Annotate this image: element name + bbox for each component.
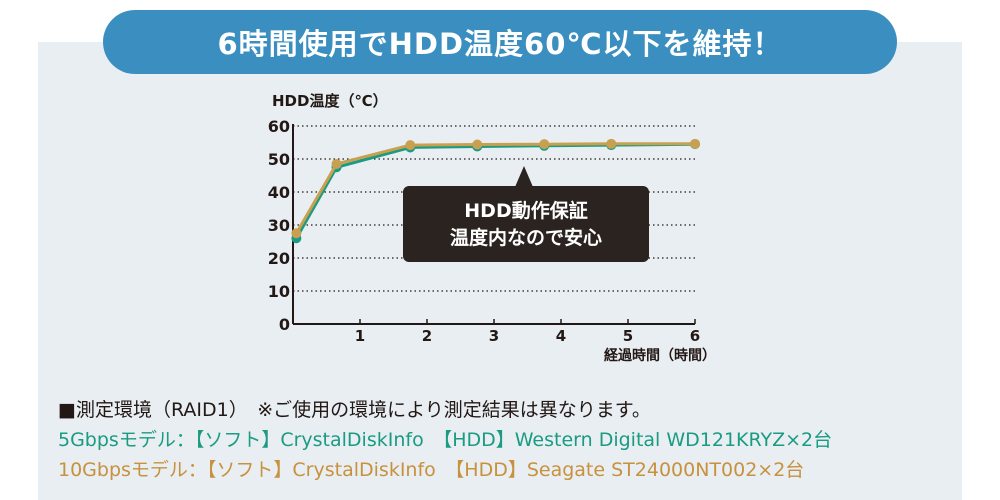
model-10gbps-note: 10Gbpsモデル：【ソフト】CrystalDiskInfo 【HDD】Seag… [58, 459, 805, 481]
y-tick-label: 20 [268, 249, 290, 268]
x-tick-label: 1 [355, 327, 365, 345]
assurance-callout: HDD動作保証 温度内なので安心 [403, 186, 649, 262]
data-point-2 [690, 138, 700, 149]
x-tick-labels: 1 2 3 4 5 6 [355, 327, 700, 345]
y-tick-label: 50 [268, 150, 290, 169]
axes [292, 124, 696, 325]
y-tick-label: 30 [268, 216, 290, 235]
headline-text: 6時間使用でHDD温度60℃以下を維持！ [217, 27, 783, 61]
callout-pointer [515, 166, 533, 187]
y-tick-label: 60 [268, 117, 290, 136]
data-point-2 [331, 158, 342, 169]
headline-banner: 6時間使用でHDD温度60℃以下を維持！ [103, 10, 897, 74]
data-point-2 [606, 138, 617, 149]
y-tick-label: 40 [268, 183, 290, 202]
x-tick-label: 4 [556, 327, 566, 345]
data-point-2 [291, 228, 302, 239]
x-tick-label: 6 [690, 327, 700, 345]
model-5gbps-note: 5Gbpsモデル：【ソフト】CrystalDiskInfo 【HDD】Weste… [58, 429, 833, 451]
y-tick-labels: 0 10 20 30 40 50 60 [268, 117, 290, 334]
measurement-notes: ■測定環境（RAID1） ※ご使用の環境により測定結果は異なります。 5Gbps… [58, 395, 832, 485]
environment-note: ■測定環境（RAID1） ※ご使用の環境により測定結果は異なります。 [58, 399, 651, 421]
series [291, 138, 700, 244]
data-point-2 [405, 140, 416, 151]
data-point-2 [472, 139, 483, 150]
content-panel [38, 42, 962, 500]
callout-line-1: HDD動作保証 [464, 200, 588, 222]
y-tick-label: 10 [268, 282, 290, 301]
x-axis-label: 経過時間（時間） [604, 347, 716, 364]
x-tick-label: 2 [422, 327, 432, 345]
x-tick-label: 3 [489, 327, 499, 345]
y-axis-label: HDD温度（℃） [272, 92, 388, 110]
callout-line-2: 温度内なので安心 [449, 227, 602, 249]
y-tick-label: 0 [279, 315, 290, 334]
x-tick-label: 5 [623, 327, 633, 345]
data-point-2 [539, 139, 550, 150]
